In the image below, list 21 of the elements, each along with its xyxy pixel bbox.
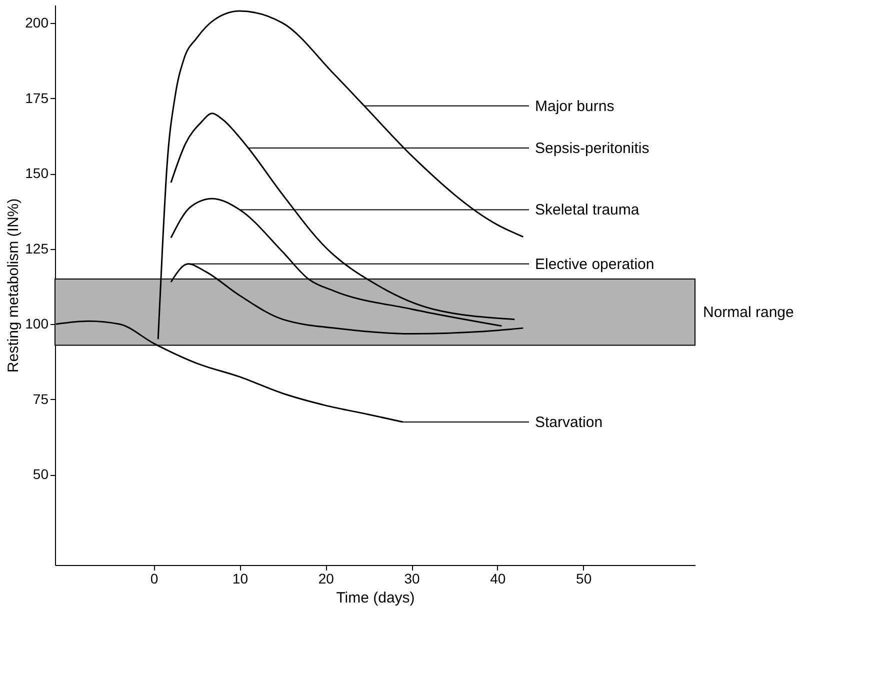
annotation: Major burns <box>535 98 614 115</box>
x-tick-label: 50 <box>576 570 592 586</box>
annotation: Skeletal trauma <box>535 202 640 219</box>
x-tick-label: 20 <box>318 570 334 586</box>
annotation: Elective operation <box>535 256 654 273</box>
x-tick-label: 40 <box>490 570 506 586</box>
y-tick-label: 50 <box>32 466 49 482</box>
annotation: Starvation <box>535 414 603 431</box>
x-tick-label: 0 <box>150 570 158 586</box>
y-tick-label: 100 <box>25 316 49 332</box>
band-label: Normal range <box>703 304 794 322</box>
x-tick-label: 30 <box>404 570 420 586</box>
x-axis-title: Time (days) <box>336 590 415 606</box>
annotation: Sepsis-peritonitis <box>535 140 650 158</box>
y-tick-label: 150 <box>25 165 49 182</box>
y-tick-label: 75 <box>32 390 49 407</box>
x-tick-label: 10 <box>232 570 248 586</box>
y-axis-title: Resting metabolism (IN%) <box>5 198 22 373</box>
y-tick-label: 175 <box>25 90 49 106</box>
y-tick-label: 200 <box>25 14 49 31</box>
y-tick-label: 125 <box>25 240 49 256</box>
